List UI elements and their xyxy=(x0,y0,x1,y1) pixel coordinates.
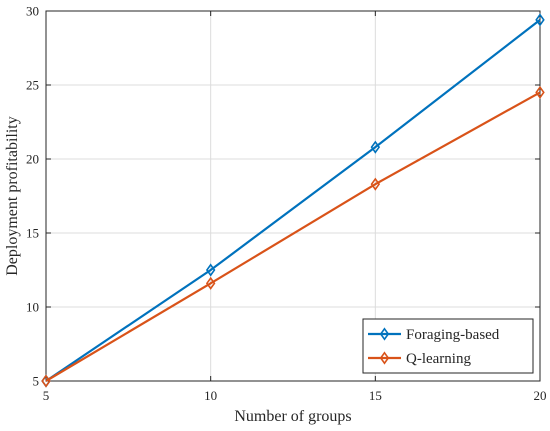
x-tick-label: 5 xyxy=(43,388,50,403)
y-axis-title: Deployment profitability xyxy=(4,116,21,276)
series-line xyxy=(45,91,541,382)
legend-marker xyxy=(379,351,390,365)
y-tick-label: 5 xyxy=(33,374,40,389)
y-tick-label: 25 xyxy=(26,78,39,93)
legend: Foraging-based Q-learning xyxy=(362,318,534,374)
y-tick-label: 15 xyxy=(26,226,39,241)
data-point-marker xyxy=(205,263,216,277)
data-point-marker xyxy=(41,374,51,388)
series xyxy=(41,13,545,388)
data-point-marker xyxy=(535,85,545,99)
data-point-marker xyxy=(205,276,216,290)
axis-ticks: 5 10 15 20 5 10 15 20 25 30 xyxy=(26,4,547,404)
x-tick-label: 10 xyxy=(204,388,217,403)
data-point-marker xyxy=(370,140,381,154)
x-axis-title: Number of groups xyxy=(234,408,351,425)
legend-marker xyxy=(379,327,390,341)
data-point-marker xyxy=(535,13,545,27)
legend-box xyxy=(362,318,534,374)
series-line xyxy=(45,19,541,382)
plot-frame xyxy=(45,10,541,382)
y-tick-label: 10 xyxy=(26,300,39,315)
y-tick-label: 20 xyxy=(26,152,39,167)
y-tick-label: 30 xyxy=(26,4,39,19)
series-1 xyxy=(41,85,545,388)
x-tick-label: 20 xyxy=(534,388,547,403)
x-tick-label: 15 xyxy=(369,388,382,403)
legend-label: Foraging-based xyxy=(406,327,500,343)
legend-label: Q-learning xyxy=(406,351,471,367)
data-point-marker xyxy=(370,177,381,191)
